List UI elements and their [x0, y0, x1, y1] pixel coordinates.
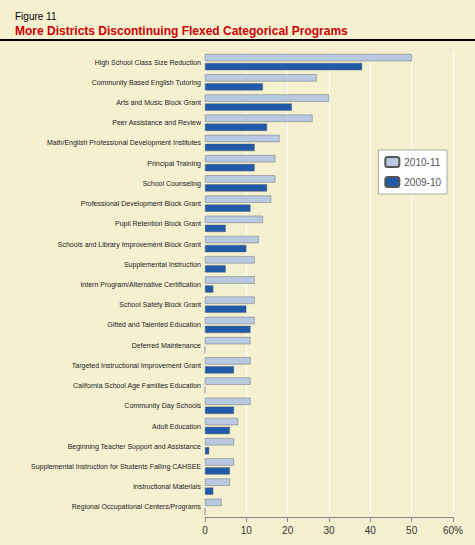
- svg-text:Professional Development Block: Professional Development Block Grant: [81, 200, 201, 208]
- svg-text:School Counseling: School Counseling: [143, 180, 201, 188]
- svg-text:Regional Occupational Centers/: Regional Occupational Centers/Programs: [72, 503, 202, 511]
- svg-text:Supplemental Instruction: Supplemental Instruction: [124, 261, 201, 269]
- svg-text:Deferred Maintenance: Deferred Maintenance: [132, 342, 201, 349]
- svg-text:Math/English Professional Deve: Math/English Professional Development In…: [47, 139, 202, 147]
- svg-text:10: 10: [241, 525, 253, 536]
- svg-text:Community Day Schools: Community Day Schools: [124, 402, 201, 410]
- svg-text:30: 30: [323, 525, 335, 536]
- svg-text:20: 20: [282, 525, 294, 536]
- svg-text:Beginning Teacher Support and: Beginning Teacher Support and Assistance: [68, 443, 201, 451]
- svg-text:More Districts Discontinuing F: More Districts Discontinuing Flexed Cate…: [15, 24, 348, 38]
- svg-text:Gifted and Talented Education: Gifted and Talented Education: [107, 321, 201, 328]
- svg-text:Targeted Instructional Improve: Targeted Instructional Improvement Grant: [72, 362, 201, 370]
- svg-text:California School Age Families: California School Age Families Education: [73, 382, 201, 390]
- svg-text:Schools and Library Improvemen: Schools and Library Improvement Block Gr…: [58, 241, 201, 249]
- svg-text:Figure 11: Figure 11: [15, 11, 57, 22]
- svg-text:Adult Education: Adult Education: [152, 423, 201, 430]
- svg-text:Arts and Music Block Grant: Arts and Music Block Grant: [116, 99, 201, 106]
- svg-text:Pupil Retention Block Grant: Pupil Retention Block Grant: [115, 220, 201, 228]
- svg-text:Principal Training: Principal Training: [147, 160, 201, 168]
- svg-text:2010-11: 2010-11: [404, 157, 440, 168]
- svg-text:0: 0: [202, 525, 208, 536]
- svg-text:Instructional Materials: Instructional Materials: [133, 483, 202, 490]
- svg-text:50: 50: [406, 525, 418, 536]
- svg-text:2009-10: 2009-10: [404, 177, 441, 188]
- svg-text:Intern Program/Alternative Cer: Intern Program/Alternative Certification: [80, 281, 201, 289]
- svg-text:High School Class Size Reducti: High School Class Size Reduction: [95, 59, 201, 67]
- svg-text:Peer Assistance and Review: Peer Assistance and Review: [112, 119, 202, 126]
- svg-text:60%: 60%: [443, 525, 463, 536]
- svg-text:Community Based English Tutori: Community Based English Tutoring: [92, 79, 201, 87]
- svg-text:School Safety Block Grant: School Safety Block Grant: [119, 301, 201, 309]
- svg-text:Supplemental Instruction for S: Supplemental Instruction for Students Fa…: [31, 463, 201, 471]
- svg-text:40: 40: [365, 525, 377, 536]
